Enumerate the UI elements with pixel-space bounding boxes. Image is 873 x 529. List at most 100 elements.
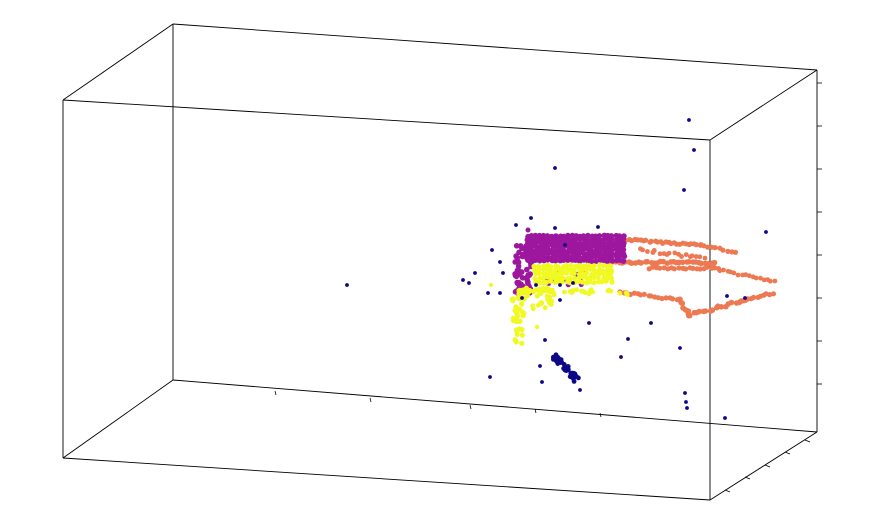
data-point xyxy=(648,293,654,299)
box-edge xyxy=(62,457,711,501)
data-point xyxy=(720,247,726,253)
box-edge xyxy=(62,379,174,459)
data-points xyxy=(345,118,778,420)
axes-box xyxy=(62,23,818,501)
data-point xyxy=(638,260,644,266)
data-point xyxy=(538,364,542,368)
axis-tick xyxy=(724,489,731,493)
axis-tick xyxy=(274,390,277,396)
data-point xyxy=(770,291,777,297)
data-point xyxy=(620,258,627,264)
data-point xyxy=(686,259,692,265)
data-point xyxy=(524,266,530,273)
data-point xyxy=(684,400,688,404)
data-point xyxy=(560,275,566,281)
data-point xyxy=(568,370,574,376)
data-point xyxy=(621,253,628,260)
data-point xyxy=(583,270,589,276)
data-point xyxy=(683,252,689,257)
data-point xyxy=(514,223,518,227)
data-point xyxy=(645,249,650,254)
data-point xyxy=(701,243,707,249)
data-point xyxy=(486,291,490,295)
data-point xyxy=(603,278,609,284)
data-point xyxy=(698,260,705,267)
box-edge xyxy=(709,69,818,141)
data-point xyxy=(524,293,531,299)
data-point xyxy=(498,260,502,264)
data-point xyxy=(563,270,570,276)
box-edge xyxy=(62,23,174,101)
data-point xyxy=(517,318,523,324)
data-point xyxy=(643,237,649,243)
axis-tick xyxy=(744,476,751,480)
box-edge xyxy=(709,431,818,501)
data-point xyxy=(552,257,559,264)
data-point xyxy=(488,375,492,379)
data-point xyxy=(767,292,773,298)
data-point xyxy=(543,279,550,285)
data-point xyxy=(579,266,585,272)
data-point xyxy=(679,259,686,266)
data-point xyxy=(690,265,696,271)
data-point xyxy=(516,271,522,278)
data-point xyxy=(718,304,725,310)
data-point xyxy=(571,270,577,276)
data-point xyxy=(519,301,525,307)
data-point xyxy=(640,247,645,253)
data-point xyxy=(536,270,542,276)
data-point xyxy=(751,294,757,300)
data-point xyxy=(651,248,657,253)
data-point xyxy=(579,288,584,294)
data-point xyxy=(576,274,583,280)
data-point xyxy=(562,289,567,295)
data-point xyxy=(591,263,597,269)
data-point xyxy=(533,236,540,242)
data-point xyxy=(685,406,689,410)
data-point xyxy=(601,262,607,268)
data-point xyxy=(525,279,531,285)
data-point xyxy=(554,358,559,364)
data-point xyxy=(659,295,665,302)
data-point xyxy=(648,238,654,244)
data-point xyxy=(548,271,555,277)
axis-tick xyxy=(599,412,602,418)
data-point xyxy=(609,258,616,264)
axis-tick xyxy=(534,408,537,414)
axis-tick xyxy=(469,404,472,410)
data-point xyxy=(702,308,709,314)
data-point xyxy=(519,340,525,346)
data-point xyxy=(758,275,763,281)
data-point xyxy=(559,270,565,276)
data-point xyxy=(663,295,669,301)
data-point xyxy=(576,258,583,265)
axis-tick xyxy=(764,464,771,468)
data-point xyxy=(540,275,546,281)
data-point xyxy=(709,307,716,314)
data-point xyxy=(519,332,525,338)
data-point xyxy=(567,280,573,286)
data-point xyxy=(599,278,605,284)
data-point xyxy=(692,148,696,152)
data-point xyxy=(578,388,582,392)
data-point xyxy=(591,274,597,280)
data-point xyxy=(580,274,587,280)
data-point xyxy=(772,278,778,284)
box-edge xyxy=(62,99,711,141)
data-point xyxy=(563,243,567,247)
data-point xyxy=(525,227,531,233)
data-point xyxy=(531,263,537,269)
data-point xyxy=(515,263,522,270)
data-point xyxy=(555,279,561,285)
data-point xyxy=(704,264,710,270)
data-point xyxy=(604,258,611,264)
data-point xyxy=(524,255,530,261)
data-point xyxy=(547,289,553,294)
data-point xyxy=(608,270,614,276)
data-point xyxy=(717,268,723,274)
axis-tick xyxy=(804,439,811,443)
data-point xyxy=(735,272,741,278)
data-point xyxy=(536,257,543,264)
data-point xyxy=(584,262,591,268)
data-point xyxy=(579,279,586,285)
